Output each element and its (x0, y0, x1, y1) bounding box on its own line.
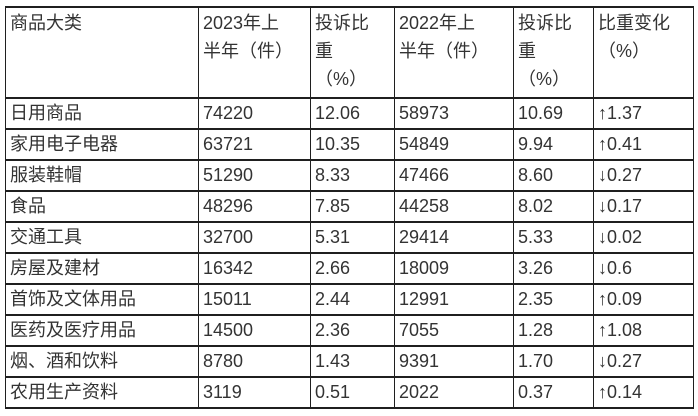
table-cell: 10.69 (513, 97, 594, 130)
table-cell: ↑1.08 (593, 314, 694, 347)
table-row: 医药及医疗用品 14500 2.36 7055 1.28 ↑1.08 (5, 314, 694, 347)
column-header-2023-share: 投诉比 重 （%） (310, 6, 395, 99)
table-cell: 2.36 (310, 314, 395, 347)
table-row: 农用生产资料 3119 0.51 2022 0.37 ↑0.14 (5, 376, 694, 409)
table-cell: 12991 (394, 283, 514, 316)
table-row: 首饰及文体用品 15011 2.44 12991 2.35 ↑0.09 (5, 283, 694, 316)
column-header-category: 商品大类 (5, 6, 199, 99)
table-cell: 房屋及建材 (5, 252, 199, 285)
table-cell: 51290 (198, 159, 311, 192)
table-body: 日用商品 74220 12.06 58973 10.69 ↑1.37 家用电子电器 63721… (5, 97, 694, 409)
table-cell: 47466 (394, 159, 514, 192)
table-row: 服装鞋帽 51290 8.33 47466 8.60 ↓0.27 (5, 159, 694, 192)
table-cell: 54849 (394, 128, 514, 161)
table-cell: 服装鞋帽 (5, 159, 199, 192)
table-cell: ↓0.27 (593, 159, 694, 192)
table-cell: 7.85 (310, 190, 395, 223)
table-cell: 9391 (394, 345, 514, 378)
table-cell: 8.02 (513, 190, 594, 223)
table-cell: 5.33 (513, 221, 594, 254)
table-cell: 食品 (5, 190, 199, 223)
table-cell: 8780 (198, 345, 311, 378)
table-cell: 8.33 (310, 159, 395, 192)
table-cell: ↑0.09 (593, 283, 694, 316)
table-cell: 农用生产资料 (5, 376, 199, 409)
table-cell: 烟、酒和饮料 (5, 345, 199, 378)
table-cell: 63721 (198, 128, 311, 161)
table-cell: ↓0.6 (593, 252, 694, 285)
table-row: 烟、酒和饮料 8780 1.43 9391 1.70 ↓0.27 (5, 345, 694, 378)
table-cell: 16342 (198, 252, 311, 285)
table-row: 交通工具 32700 5.31 29414 5.33 ↓0.02 (5, 221, 694, 254)
table-cell: 1.28 (513, 314, 594, 347)
table-cell: 3.26 (513, 252, 594, 285)
table-cell: 2022 (394, 376, 514, 409)
table-row: 日用商品 74220 12.06 58973 10.69 ↑1.37 (5, 97, 694, 130)
table-cell: 74220 (198, 97, 311, 130)
table-cell: ↑0.14 (593, 376, 694, 409)
table-cell: ↑0.41 (593, 128, 694, 161)
complaints-table: 商品大类 2023年上 半年（件） 投诉比 重 （%） 2022年上 半年（件）… (5, 6, 694, 409)
table-cell: 0.37 (513, 376, 594, 409)
column-header-share-change: 比重变化 （%） (593, 6, 694, 99)
table-cell: 7055 (394, 314, 514, 347)
table-cell: 10.35 (310, 128, 395, 161)
table-cell: 8.60 (513, 159, 594, 192)
table-cell: 58973 (394, 97, 514, 130)
table-cell: ↓0.27 (593, 345, 694, 378)
table-cell: 14500 (198, 314, 311, 347)
table-cell: ↑1.37 (593, 97, 694, 130)
table-row: 房屋及建材 16342 2.66 18009 3.26 ↓0.6 (5, 252, 694, 285)
table-cell: 5.31 (310, 221, 395, 254)
table-cell: ↓0.02 (593, 221, 694, 254)
column-header-2022-count: 2022年上 半年（件） (394, 6, 514, 99)
table-cell: 29414 (394, 221, 514, 254)
header-row: 商品大类 2023年上 半年（件） 投诉比 重 （%） 2022年上 半年（件）… (5, 6, 694, 99)
table-cell: 48296 (198, 190, 311, 223)
table-cell: 2.35 (513, 283, 594, 316)
table-cell: 2.66 (310, 252, 395, 285)
table-cell: 18009 (394, 252, 514, 285)
table-cell: 32700 (198, 221, 311, 254)
table-cell: 12.06 (310, 97, 395, 130)
table-cell: 首饰及文体用品 (5, 283, 199, 316)
table-row: 食品 48296 7.85 44258 8.02 ↓0.17 (5, 190, 694, 223)
table-cell: 3119 (198, 376, 311, 409)
column-header-2023-count: 2023年上 半年（件） (198, 6, 311, 99)
column-header-2022-share: 投诉比 重 （%） (513, 6, 594, 99)
table-cell: 15011 (198, 283, 311, 316)
table-cell: 1.70 (513, 345, 594, 378)
table-cell: 医药及医疗用品 (5, 314, 199, 347)
table-cell: 家用电子电器 (5, 128, 199, 161)
table-cell: 日用商品 (5, 97, 199, 130)
table-cell: 2.44 (310, 283, 395, 316)
table-row: 家用电子电器 63721 10.35 54849 9.94 ↑0.41 (5, 128, 694, 161)
table-cell: 44258 (394, 190, 514, 223)
table-cell: ↓0.17 (593, 190, 694, 223)
table-cell: 0.51 (310, 376, 395, 409)
table-cell: 交通工具 (5, 221, 199, 254)
table-cell: 1.43 (310, 345, 395, 378)
table-cell: 9.94 (513, 128, 594, 161)
